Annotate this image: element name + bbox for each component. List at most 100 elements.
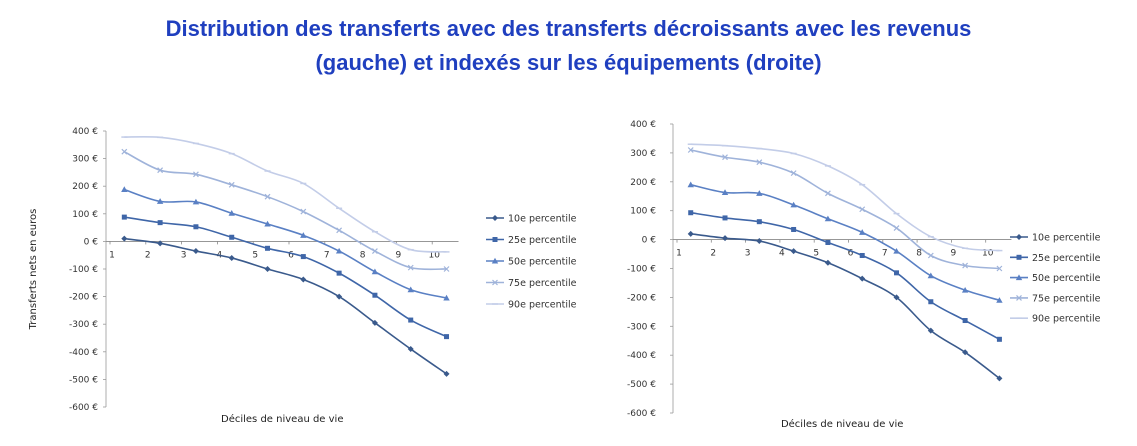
y-tick-label: 400 € [72,127,98,137]
y-tick-label: 300 € [72,155,98,165]
data-point [264,266,271,272]
series-line [690,183,1000,302]
legend-item-p90: 90e percentile [1010,314,1101,325]
x-tick-label: 2 [145,250,151,260]
data-point [444,334,450,340]
data-point [722,154,728,161]
x-tick-label: 5 [813,249,819,259]
legend-item-p25: 25e percentile [486,235,577,246]
chart-1: 400 € 300 € 200 € 100 € 0 € -100 € -200 € -300 … [28,127,577,425]
data-point [688,210,694,216]
data-point [229,234,235,240]
data-point [407,286,414,293]
legend-label: 75e percentile [1032,293,1101,304]
series-line [124,216,447,338]
series-line [124,136,447,253]
data-point [687,147,694,153]
data-point [893,247,900,254]
legend-item-p10: 10e percentile [486,214,577,225]
data-point [264,193,271,200]
data-point [336,293,343,300]
data-point [893,225,900,231]
legend-item-p75: 75e percentile [486,278,577,289]
series-line [690,149,1000,270]
data-point [722,235,729,242]
data-point [894,270,900,276]
y-tick-label: 0 € [84,237,99,247]
data-point [300,276,307,283]
x-tick-label: 10 [428,250,440,260]
y-tick-label: -400 € [627,351,656,361]
series-line [690,143,1000,252]
y-axis-label: Transferts nets en euros [28,209,39,331]
data-point [996,336,1002,342]
data-point [121,148,128,155]
data-point [996,297,1003,303]
data-point [687,181,694,188]
data-point [756,159,763,166]
legend-label: 50e percentile [508,257,577,268]
data-point [756,238,763,245]
x-tick-label: 8 [916,249,922,259]
data-point [790,170,797,177]
data-point [756,190,763,196]
y-tick-label: 100 € [72,210,98,220]
data-point [192,171,199,178]
data-point [790,201,797,208]
data-point [824,259,831,266]
chart-title-line1: Distribution des transferts avec des tra… [165,16,972,41]
data-point [121,235,128,242]
series-line [690,211,1000,341]
y-tick-label: -500 € [69,375,98,385]
data-point [859,252,865,258]
data-point [228,181,235,188]
x-tick-label: 8 [360,250,366,260]
series-p90 [121,136,450,253]
data-point [443,294,450,301]
y-tick-label: 200 € [72,182,98,192]
y-tick-label: -200 € [69,293,98,303]
legend-label: 75e percentile [508,278,577,289]
x-tick-label: 2 [710,249,716,259]
data-point [927,327,934,334]
y-tick-label: -600 € [69,403,98,413]
data-point [336,227,343,234]
y-tick-label: -500 € [627,380,656,390]
legend-item-p50: 50e percentile [486,257,577,268]
y-tick-label: -300 € [627,322,656,332]
series-p75 [687,147,1003,272]
data-point [927,252,934,259]
data-point [893,294,900,301]
x-tick-label: 7 [882,249,888,259]
data-point [156,198,164,204]
legend-item-p25: 25e percentile [1010,253,1101,264]
data-point [121,186,128,193]
y-tick-label: -300 € [69,320,98,330]
x-tick-label: 6 [288,250,294,260]
data-point [157,220,163,226]
data-point [962,262,969,269]
data-point [824,215,832,222]
legend-label: 90e percentile [508,300,577,311]
y-tick-label: 0 € [642,236,657,246]
legend-label: 90e percentile [1032,314,1101,325]
series-line [123,150,447,271]
x-tick-label: 9 [396,250,402,260]
x-tick-label: 3 [181,250,187,260]
x-tick-label: 1 [676,249,682,259]
legend-label: 10e percentile [1032,233,1101,244]
series-p50 [687,181,1003,303]
series-p10 [121,235,450,377]
legend-label: 50e percentile [1032,273,1101,284]
data-point [407,264,414,271]
y-tick-label: -400 € [69,348,98,358]
data-point [228,254,235,261]
y-tick-label: -200 € [627,293,656,303]
data-point [300,232,307,238]
data-point [790,248,797,255]
data-point [928,299,934,305]
y-tick-label: -100 € [69,265,98,275]
data-point [407,346,414,353]
x-tick-label: 1 [109,250,115,260]
